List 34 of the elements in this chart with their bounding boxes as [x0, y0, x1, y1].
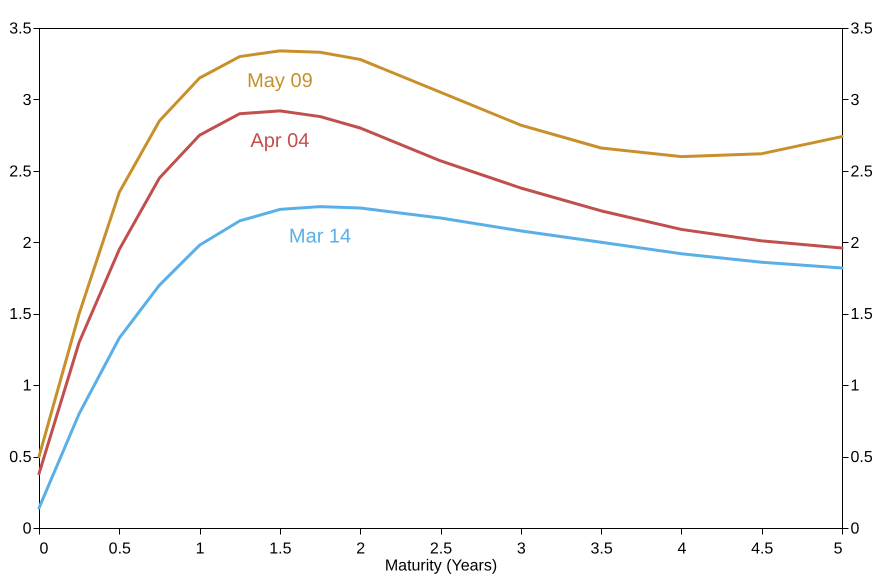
x-tick-label: 2	[356, 540, 366, 558]
x-tick-label: 5	[834, 540, 843, 558]
x-tick-label: 3.5	[590, 540, 613, 558]
y2-tick-label: 3	[850, 92, 860, 109]
y2-tick-label: 1	[850, 378, 860, 395]
x-axis-title: Maturity (Years)	[384, 558, 498, 574]
x-tick-label: 4	[677, 540, 686, 558]
y2-tick-label: 0.5	[850, 449, 873, 466]
y2-tick-label: 1.5	[850, 306, 873, 324]
y-tick-label: 0	[22, 520, 32, 538]
x-tick-label: 2.5	[430, 540, 452, 558]
x-tick-label: 4.5	[751, 540, 774, 558]
y-tick-label: 2	[22, 234, 32, 252]
line-series	[38, 49, 844, 458]
series-label: Mar 14	[288, 226, 352, 248]
series-label: May 09	[247, 70, 313, 92]
y-tick-label: 3	[22, 92, 32, 109]
x-tick-label: 0.5	[108, 540, 132, 558]
y-tick-label: 1	[22, 378, 32, 395]
x-tick-label: 1	[196, 540, 205, 558]
y2-tick-label: 3.5	[850, 20, 873, 38]
line-series	[38, 109, 844, 476]
series-label: Apr 04	[250, 130, 310, 152]
y-tick-label: 3.5	[9, 20, 32, 38]
y-tick-label: 1.5	[9, 306, 32, 324]
y2-tick-label: 2.5	[850, 163, 873, 180]
y2-tick-label: 0	[850, 520, 860, 538]
x-tick-label: 3	[516, 540, 526, 558]
line-series	[38, 205, 844, 510]
y-tick-label: 0.5	[9, 449, 32, 466]
y2-tick-label: 2	[850, 234, 860, 252]
x-tick-label: 0	[40, 540, 48, 558]
y-tick-label: 2.5	[9, 163, 32, 180]
x-tick-label: 1.5	[269, 540, 292, 558]
